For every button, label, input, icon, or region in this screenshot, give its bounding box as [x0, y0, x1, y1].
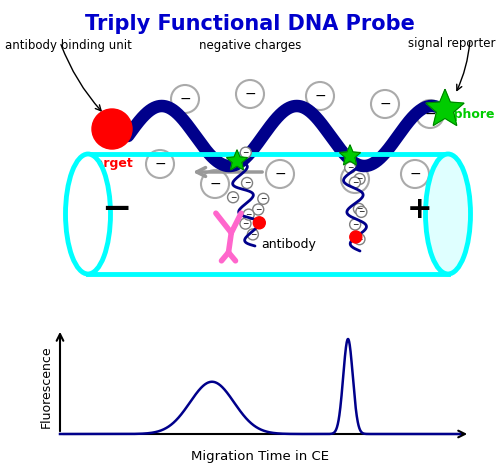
Polygon shape — [426, 90, 464, 126]
Text: Triply Functional DNA Probe: Triply Functional DNA Probe — [85, 14, 415, 34]
Circle shape — [371, 90, 399, 118]
Circle shape — [243, 209, 254, 220]
Circle shape — [252, 204, 264, 215]
Text: antibody binding unit: antibody binding unit — [5, 39, 132, 52]
Circle shape — [240, 218, 251, 229]
Text: −: − — [349, 172, 361, 186]
Circle shape — [201, 170, 229, 198]
Text: −: − — [274, 167, 286, 181]
Circle shape — [306, 82, 334, 110]
Text: −: − — [409, 167, 421, 181]
Circle shape — [240, 147, 251, 158]
Text: signal reporter: signal reporter — [408, 37, 495, 50]
Text: antibody: antibody — [262, 238, 316, 251]
Circle shape — [354, 204, 364, 214]
Circle shape — [146, 150, 174, 178]
Text: −: − — [255, 205, 262, 214]
Text: −: − — [101, 192, 131, 226]
Text: −: − — [352, 220, 358, 229]
Text: −: − — [209, 177, 221, 191]
Text: −: − — [347, 163, 354, 172]
Circle shape — [236, 80, 264, 108]
Circle shape — [266, 160, 294, 188]
Text: −: − — [358, 207, 364, 216]
Circle shape — [350, 219, 360, 230]
Circle shape — [228, 192, 238, 203]
Text: −: − — [379, 97, 391, 111]
Circle shape — [171, 85, 199, 113]
Text: −: − — [260, 194, 266, 204]
Text: fluorophore: fluorophore — [412, 108, 495, 121]
Text: −: − — [250, 230, 256, 239]
Text: +: + — [407, 195, 433, 224]
Text: target: target — [90, 157, 134, 170]
Ellipse shape — [426, 154, 470, 274]
Text: −: − — [179, 92, 191, 106]
Circle shape — [401, 160, 429, 188]
Circle shape — [254, 217, 266, 229]
Text: −: − — [352, 178, 358, 187]
Text: −: − — [314, 89, 326, 103]
Circle shape — [416, 100, 444, 128]
Text: −: − — [242, 148, 249, 157]
Circle shape — [341, 165, 369, 193]
Text: −: − — [246, 210, 252, 219]
Circle shape — [354, 234, 365, 245]
Ellipse shape — [66, 154, 110, 274]
Text: negative charges: negative charges — [199, 39, 301, 52]
Circle shape — [350, 231, 362, 243]
Circle shape — [242, 177, 252, 189]
Polygon shape — [226, 150, 248, 170]
Circle shape — [356, 206, 367, 217]
Circle shape — [248, 229, 258, 240]
Text: Migration Time in CE: Migration Time in CE — [191, 450, 329, 463]
Circle shape — [258, 193, 269, 204]
Bar — [88, 154, 448, 274]
Text: −: − — [154, 157, 166, 171]
Circle shape — [344, 162, 356, 173]
Text: −: − — [242, 219, 248, 228]
Circle shape — [92, 109, 132, 149]
Circle shape — [350, 177, 360, 188]
Text: −: − — [244, 179, 250, 188]
Text: Fluorescence: Fluorescence — [40, 345, 52, 428]
Text: −: − — [230, 193, 236, 202]
Polygon shape — [340, 145, 360, 165]
Text: −: − — [356, 204, 362, 213]
Text: −: − — [244, 87, 256, 101]
Text: −: − — [356, 234, 362, 244]
Circle shape — [354, 174, 365, 184]
Text: −: − — [424, 107, 436, 121]
Text: −: − — [356, 174, 363, 183]
